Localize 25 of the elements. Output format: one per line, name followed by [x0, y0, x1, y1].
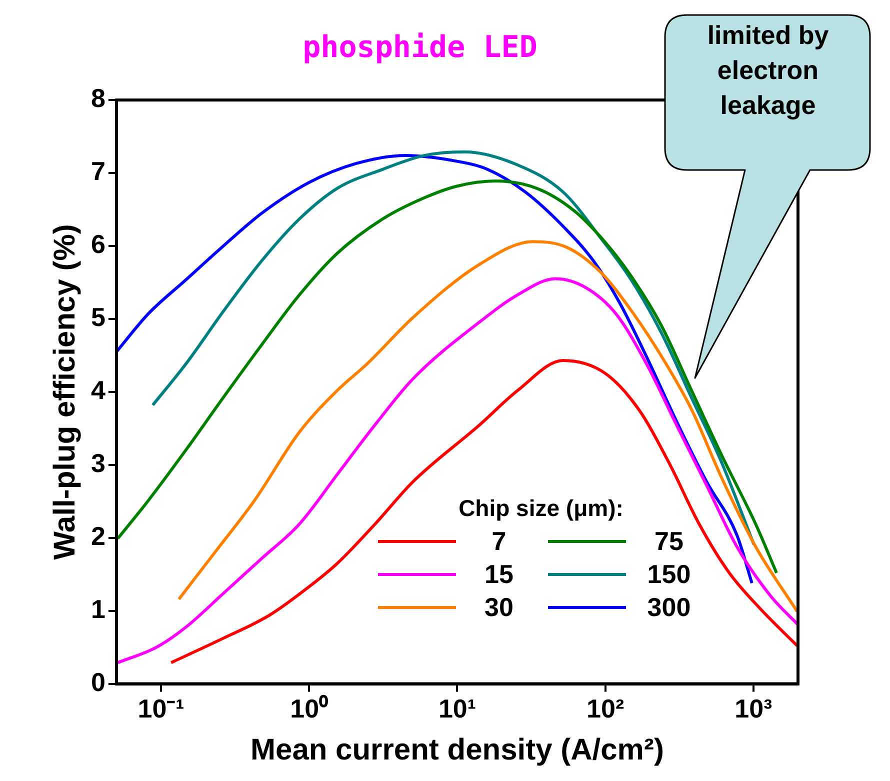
- legend-label: 30: [484, 592, 514, 623]
- x-tick-label: 10¹: [438, 694, 476, 724]
- x-tick-label: 10²: [586, 694, 624, 724]
- y-axis-title: Wall-plug efficiency (%): [48, 224, 82, 560]
- annotation: limited by electron leakage: [706, 19, 830, 122]
- y-tick-label: 6: [90, 229, 106, 260]
- chart-title: phosphide LED: [302, 30, 538, 65]
- y-tick-label: 4: [90, 375, 106, 406]
- x-tick-label: 10⁻¹: [138, 694, 184, 724]
- x-tick-label: 10³: [734, 694, 773, 724]
- y-tick-label: 3: [90, 448, 106, 478]
- y-tick-label: 2: [90, 521, 106, 552]
- y-tick-label: 7: [90, 156, 106, 186]
- legend-label: 75: [654, 526, 684, 557]
- y-tick-label: 5: [90, 302, 106, 332]
- legend-title: Chip size (μm):: [458, 495, 624, 522]
- legend-label: 300: [646, 592, 692, 623]
- y-tick-label: 8: [90, 83, 106, 114]
- legend-label: 15: [484, 559, 514, 590]
- x-axis-title: Mean current density (A/cm²): [250, 733, 664, 766]
- y-tick-label: 0: [90, 666, 106, 697]
- y-tick-label: 1: [90, 594, 106, 624]
- legend-label: 150: [646, 559, 692, 590]
- x-tick-label: 10⁰: [290, 694, 330, 724]
- legend-label: 7: [490, 526, 508, 557]
